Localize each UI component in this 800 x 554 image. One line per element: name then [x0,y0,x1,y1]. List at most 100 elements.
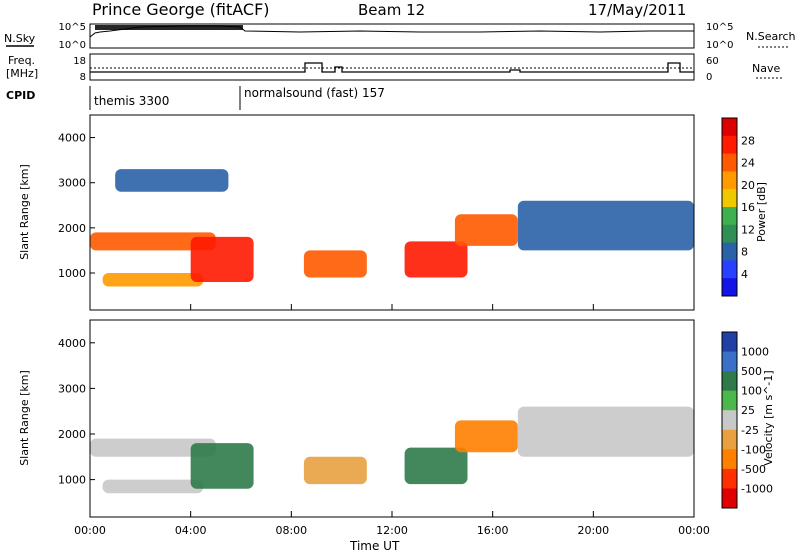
power-colorbar-tick-2: 20 [741,179,755,192]
vel-echo-band-3 [303,456,367,485]
power-colorbar-step-0 [722,118,737,137]
power-echo-band-4 [303,250,367,278]
vel-colorbar-tick-7: -1000 [741,482,773,495]
power-panel: Slant Range [km] 1000 2000 3000 4000 28 24 20… [18,114,768,311]
freq-right-tick-bottom: 0 [706,72,712,83]
vel-colorbar-tick-5: -100 [741,443,766,456]
vel-echo-band-4 [404,447,468,485]
power-ytick-label-0: 1000 [58,267,86,280]
vel-colorbar-step-0 [722,332,737,353]
power-echo-band-3 [115,169,229,192]
power-echo-layer [90,169,694,287]
vel-colorbar-step-3 [722,390,737,411]
power-colorbar-step-3 [722,171,737,190]
freq-right-tick-top: 60 [706,56,719,67]
freq-frame [89,53,695,81]
power-ytick-label-1: 2000 [58,222,86,235]
freq-trace [90,62,694,73]
vel-echo-band-6 [517,406,694,457]
vel-echo-band-0 [90,438,216,457]
vel-echo-band-5 [454,420,518,453]
vel-colorbar-tick-6: -500 [741,463,766,476]
vel-colorbar-step-1 [722,351,737,372]
power-echo-band-2 [190,236,254,283]
noise-panel: N.Sky 10^5 10^0 10^5 10^0 N.Search [4,22,796,51]
power-colorbar-tick-4: 12 [741,223,755,236]
velocity-xaxis: 00:00 04:00 08:00 12:00 16:00 20:00 00:00 [74,511,710,537]
power-colorbar-tick-0: 28 [741,134,755,147]
vel-echo-band-1 [102,479,204,494]
power-colorbar-label: Power [dB] [755,182,768,242]
freq-panel: Freq. [MHz] 18 8 60 0 Nave [6,53,784,83]
freq-left-tick-bottom: 8 [80,72,86,83]
power-echo-band-5 [404,241,468,278]
velocity-yaxis: 1000 2000 3000 4000 [58,337,95,487]
noise-frame [89,23,695,49]
vel-ytick-label-1: 2000 [58,428,86,441]
power-colorbar-step-8 [722,260,737,279]
noise-left-tick-top: 10^5 [59,22,86,33]
power-colorbar: 28 24 20 16 12 8 4 [721,117,755,297]
noise-right-tick-top: 10^5 [706,22,733,33]
noise-left-tick-bottom: 10^0 [59,40,86,51]
power-colorbar-tick-6: 4 [741,268,748,281]
vel-xtick-label-1: 04:00 [175,524,207,537]
vel-colorbar-tick-1: 500 [741,365,762,378]
vel-colorbar-tick-0: 1000 [741,346,769,359]
vel-ytick-label-3: 4000 [58,337,86,350]
vel-colorbar-tick-2: 100 [741,385,762,398]
power-yaxis: 1000 2000 3000 4000 [58,132,95,280]
power-colorbar-tick-1: 24 [741,157,755,170]
power-echo-band-7 [517,200,694,251]
noise-left-label: N.Sky [4,32,36,45]
vel-xtick-label-3: 12:00 [376,524,408,537]
vel-colorbar-tick-3: 25 [741,404,755,417]
date-title: 17/May/2011 [588,1,686,19]
vel-colorbar-step-6 [722,449,737,470]
vel-xtick-label-6: 00:00 [678,524,710,537]
power-ytick-label-3: 4000 [58,132,86,145]
noise-right-tick-bottom: 10^0 [706,40,733,51]
vel-xtick-label-0: 00:00 [74,524,106,537]
vel-ytick-label-2: 3000 [58,382,86,395]
freq-label-line1: Freq. [8,54,35,67]
power-echo-band-1 [102,272,204,287]
vel-colorbar-frame [721,331,738,509]
power-colorbar-step-4 [722,189,737,208]
power-colorbar-step-9 [722,278,737,297]
velocity-echo-layer [90,406,694,494]
power-ytick-label-2: 3000 [58,177,86,190]
power-colorbar-step-7 [722,242,737,261]
power-echo-band-6 [454,214,518,246]
vel-colorbar-step-4 [722,410,737,431]
power-echo-band-0 [90,232,216,251]
cpid-label: CPID [6,89,35,102]
vel-colorbar-step-8 [722,488,737,509]
noise-right-label: N.Search [746,30,796,43]
power-colorbar-frame [721,117,738,297]
vel-xtick-label-2: 08:00 [275,524,307,537]
station-title: Prince George (fitACF) [92,0,270,19]
vel-colorbar-step-2 [722,371,737,392]
nave-label: Nave [752,62,780,75]
vel-ytick-label-0: 1000 [58,474,86,487]
power-colorbar-step-2 [722,153,737,172]
vel-colorbar-tick-4: -25 [741,424,759,437]
power-colorbar-tick-5: 8 [741,246,748,259]
freq-left-tick-top: 18 [73,56,86,67]
vel-colorbar-step-7 [722,468,737,489]
velocity-colorbar: 1000 500 100 25 -25 -100 -500 -1000 [721,331,773,509]
freq-label-line2: [MHz] [6,67,38,80]
power-colorbar-tick-3: 16 [741,201,755,214]
vel-echo-band-2 [190,443,254,489]
vel-xtick-label-5: 20:00 [577,524,609,537]
vel-colorbar-step-5 [722,429,737,450]
noise-dense-block [95,25,243,30]
power-xaxis [89,304,695,310]
velocity-colorbar-label: Velocity [m s^-1] [762,370,775,465]
time-axis-title: Time UT [349,539,400,553]
power-colorbar-step-6 [722,224,737,244]
beam-title: Beam 12 [358,1,425,19]
